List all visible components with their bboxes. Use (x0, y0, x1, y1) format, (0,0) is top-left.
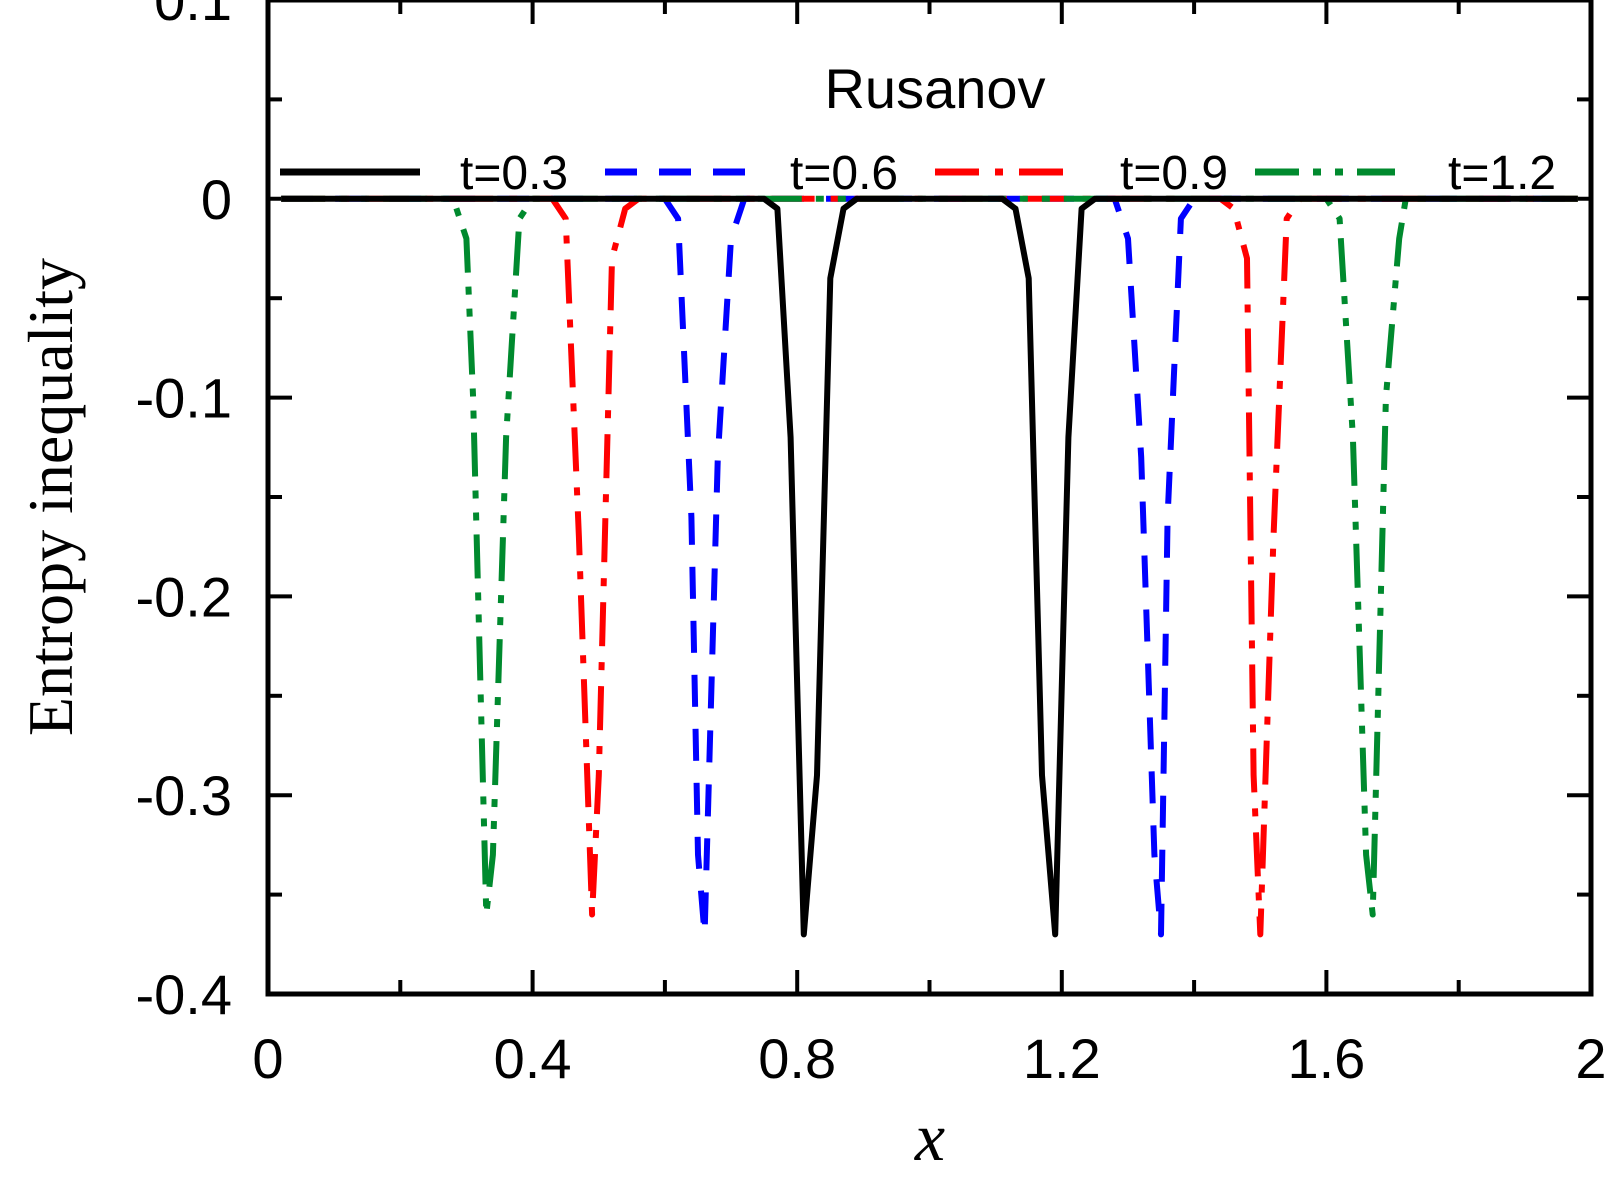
ticks-layer: 0 0.4 0.8 1.2 1.6 2 0.1 0 -0.1 -0.2 -0.3 -0.4 (136, 0, 1607, 1090)
y-tick-label: 0.1 (154, 0, 232, 32)
plot-frame (265, 0, 1594, 997)
x-tick-label: 0.4 (494, 1027, 572, 1090)
x-axis-label: x (914, 1099, 945, 1175)
legend: t=0.3 t=0.6 t=0.9 t=1.2 (280, 147, 1556, 200)
y-tick-label: -0.2 (136, 565, 233, 628)
legend-label: t=1.2 (1448, 147, 1556, 200)
legend-label: t=0.9 (1120, 147, 1228, 200)
legend-label: t=0.6 (790, 147, 898, 200)
y-axis-label: Entropy inequality (15, 258, 86, 736)
chart-title: Rusanov (824, 57, 1045, 120)
y-tick-label: -0.4 (136, 963, 233, 1026)
series-line-t-1-2 (281, 195, 1578, 918)
legend-label: t=0.3 (460, 147, 568, 200)
x-tick-label: 0.8 (758, 1027, 836, 1090)
series-layer (281, 195, 1578, 938)
x-tick-label: 0 (252, 1027, 283, 1090)
series-line-t-0-6 (281, 195, 1578, 938)
x-tick-label: 1.6 (1287, 1027, 1365, 1090)
y-tick-label: 0 (201, 168, 232, 231)
series-line-t-0-3 (281, 195, 1578, 938)
x-tick-label: 1.2 (1023, 1027, 1101, 1090)
x-tick-label: 2 (1575, 1027, 1606, 1090)
y-tick-label: -0.1 (136, 367, 233, 430)
y-tick-label: -0.3 (136, 764, 233, 827)
